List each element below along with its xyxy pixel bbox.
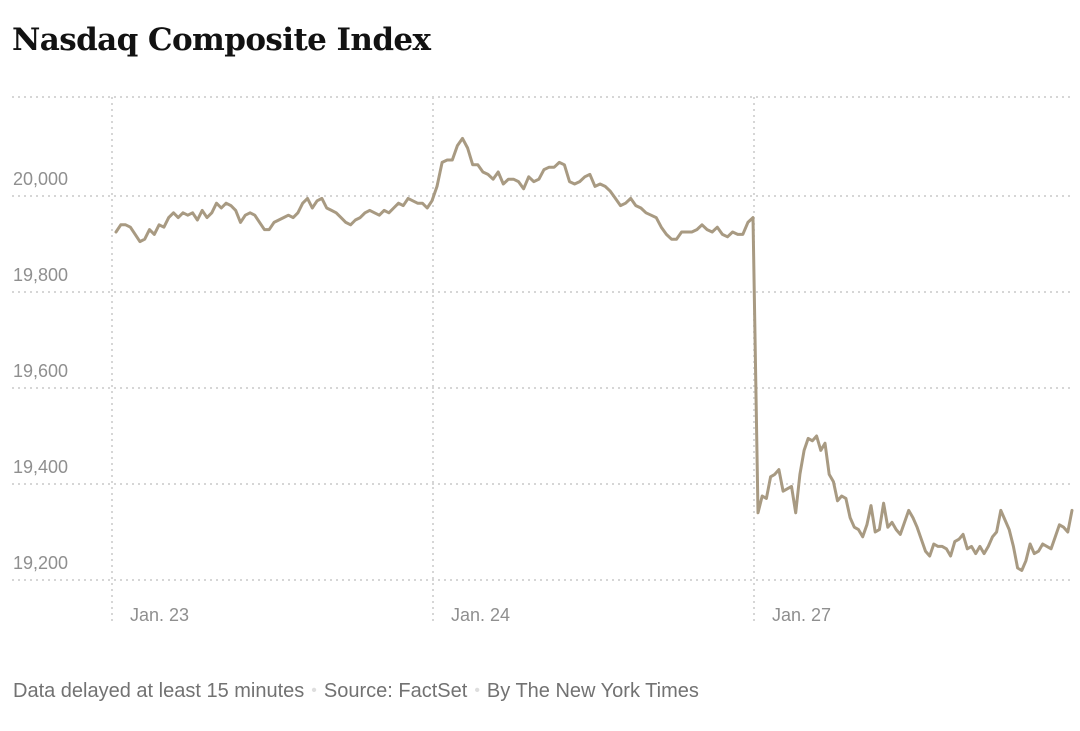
source-credit: Source: FactSet: [323, 680, 468, 702]
y-tick-label: 19,600: [13, 361, 68, 381]
y-tick-label: 19,400: [13, 457, 68, 477]
session-dividers: [111, 97, 755, 625]
nasdaq-line: [114, 136, 1074, 572]
y-tick-label: 19,800: [13, 265, 68, 285]
x-tick-label: Jan. 24: [451, 605, 510, 625]
y-tick-label: 19,200: [13, 553, 68, 573]
series-lines: [114, 136, 1074, 572]
byline: By The New York Times: [486, 680, 699, 702]
delay-note: Data delayed at least 15 minutes: [13, 680, 305, 702]
separator-dot: •: [474, 682, 480, 699]
x-axis-labels: Jan. 23 Jan. 24 Jan. 27: [130, 605, 831, 625]
chart-footer: Data delayed at least 15 minutes • Source:…: [13, 680, 699, 703]
y-axis-labels: 19,200 19,400 19,600 19,800 20,000: [13, 169, 68, 573]
x-tick-label: Jan. 23: [130, 605, 189, 625]
chart-title: Nasdaq Composite Index: [12, 22, 431, 58]
x-tick-label: Jan. 27: [772, 605, 831, 625]
separator-dot: •: [311, 682, 317, 699]
horizontal-gridlines: [12, 96, 1072, 581]
y-tick-label: 20,000: [13, 169, 68, 189]
